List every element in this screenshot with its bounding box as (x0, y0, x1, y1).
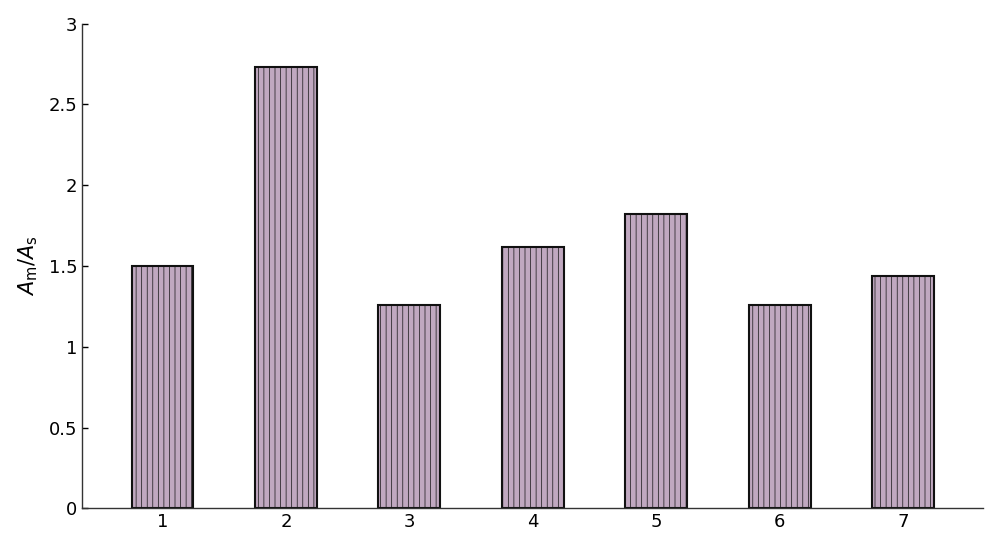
Bar (255, 67, 317, 509)
Bar (502, 247, 564, 509)
Y-axis label: $A_{\rm m}/A_{\rm s}$: $A_{\rm m}/A_{\rm s}$ (17, 236, 40, 296)
Bar (132, 266, 193, 509)
Bar (749, 305, 811, 509)
Bar (872, 276, 934, 509)
Bar (378, 305, 440, 509)
Bar (625, 214, 687, 509)
